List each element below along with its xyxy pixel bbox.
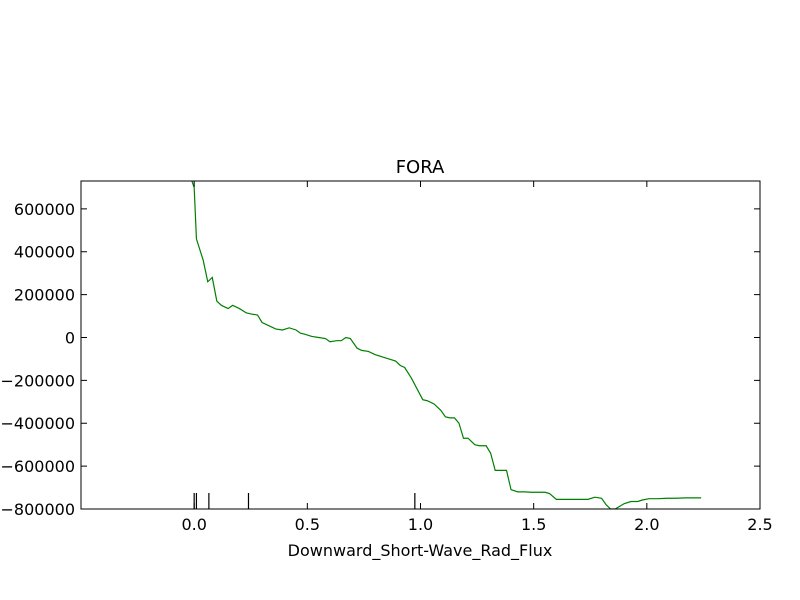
x-axis: 0.0 0.5 1.0 1.5 2.0 2.5 [181,181,773,534]
y-axis: 600000 400000 200000 0 −200000 −400000 −600000… [1,200,760,519]
x-tick-label-5: 2.5 [747,515,772,534]
plot-frame [80,180,761,510]
y-tick-label-2: 200000 [14,286,75,305]
y-tick-label-6: −600000 [1,457,75,476]
x-tick-label-0: 0.0 [181,515,206,534]
series-layer [191,181,702,509]
y-tick-label-4: −200000 [1,371,75,390]
y-tick-label-7: −800000 [1,500,75,519]
y-tick-label-3: 0 [65,328,75,347]
series-line-0 [191,181,702,509]
x-axis-label: Downward_Short-Wave_Rad_Flux [288,541,553,561]
y-tick-label-0: 600000 [14,200,75,219]
x-tick-label-3: 1.5 [521,515,546,534]
x-tick-label-2: 1.0 [408,515,433,534]
x-tick-label-1: 0.5 [295,515,320,534]
x-tick-label-4: 2.0 [634,515,659,534]
y-tick-label-1: 400000 [14,243,75,262]
rug-layer [193,493,416,509]
chart-title: FORA [396,157,445,178]
y-tick-label-5: −400000 [1,414,75,433]
